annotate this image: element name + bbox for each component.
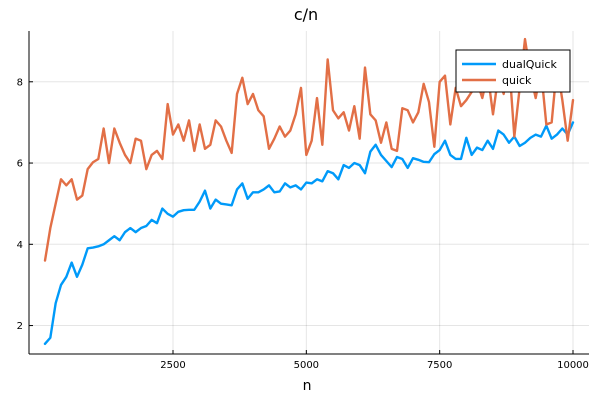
- y-tick-labels: 2 4 6 8: [17, 77, 33, 332]
- legend: dualQuick quick: [455, 49, 571, 93]
- y-tick-label-0: 2: [17, 321, 23, 332]
- x-tick-label-3: 10000: [557, 360, 589, 371]
- legend-label-quick: quick: [502, 74, 532, 87]
- y-tick-label-3: 8: [17, 77, 23, 88]
- legend-label-dualquick: dualQuick: [502, 58, 557, 71]
- x-axis-title: n: [303, 378, 312, 394]
- y-tick-label-2: 6: [17, 159, 23, 170]
- legend-box: [455, 49, 571, 93]
- x-tick-labels: 2500 5000 7500 10000: [160, 350, 589, 371]
- y-tick-label-1: 4: [17, 240, 23, 251]
- x-tick-label-2: 7500: [427, 360, 452, 371]
- series-line-dualquick: [43, 121, 575, 346]
- chart-title: c/n: [294, 5, 318, 24]
- x-tick-label-0: 2500: [160, 360, 185, 371]
- x-tick-label-1: 5000: [294, 360, 319, 371]
